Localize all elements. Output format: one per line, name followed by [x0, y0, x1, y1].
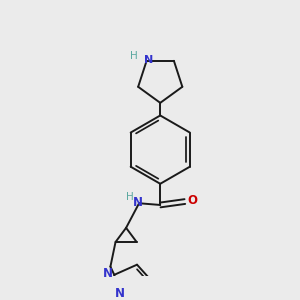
Text: H: H [130, 51, 137, 61]
Text: O: O [187, 194, 197, 207]
Text: N: N [103, 267, 113, 280]
Text: N: N [133, 196, 143, 209]
Text: H: H [126, 192, 134, 202]
Text: N: N [115, 287, 124, 300]
Text: N: N [144, 55, 153, 65]
